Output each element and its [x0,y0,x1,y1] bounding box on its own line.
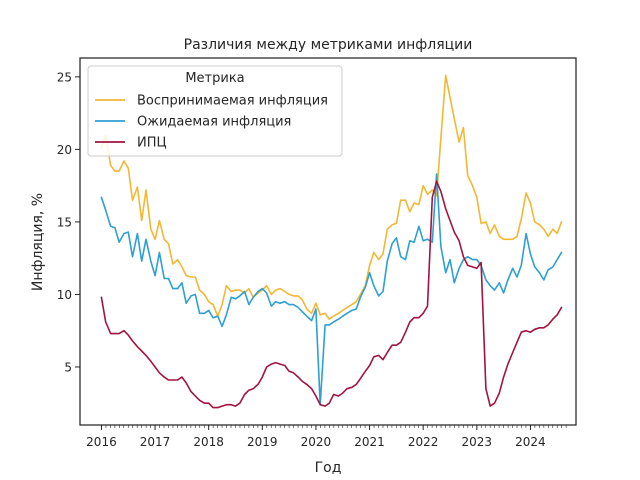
x-tick-label: 2022 [408,435,439,449]
chart-title: Различия между метриками инфляции [184,37,473,53]
y-tick-label: 5 [64,360,72,374]
x-tick-label: 2020 [301,435,332,449]
x-tick-label: 2016 [86,435,117,449]
legend-title: Метрика [185,71,244,86]
y-tick-label: 15 [57,215,72,229]
y-tick-label: 25 [57,70,72,84]
legend-label-3: ИПЦ [137,136,167,151]
legend-entries: Воспринимаемая инфляция Ожидаемая инфляци… [95,94,328,151]
series-line-2 [100,173,563,406]
legend-label-2: Ожидаемая инфляция [137,115,291,130]
y-axis: 5 10 15 20 25 [57,70,80,374]
series-line-1 [100,74,563,320]
legend-box [87,65,343,157]
x-tick-label: 2019 [247,435,278,449]
x-tick-label: 2017 [140,435,171,449]
x-tick-label: 2021 [354,435,385,449]
series-line-3 [100,180,563,409]
y-tick-label: 10 [57,288,72,302]
x-tick-label: 2024 [515,435,546,449]
legend: Метрика Воспринимаемая инфляция Ожидаемая… [87,65,343,157]
y-tick-label: 20 [57,143,72,157]
x-tick-label: 2023 [462,435,493,449]
x-tick-label: 2018 [193,435,224,449]
x-axis: 2016 2017 2018 2019 2020 2021 2022 2023 2024 [86,425,567,449]
legend-label-1: Воспринимаемая инфляция [137,94,328,109]
y-axis-label: Инфляция, % [30,193,46,291]
plot-area [100,74,563,409]
x-axis-label: Год [315,460,342,476]
axes-frame [79,57,577,426]
